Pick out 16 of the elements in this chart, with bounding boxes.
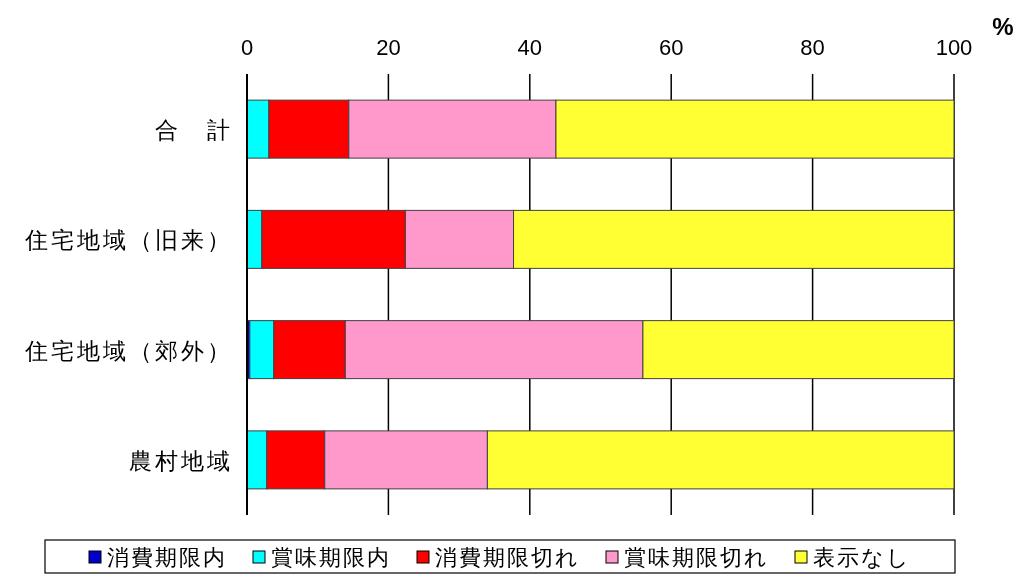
- tick-label: 40: [517, 35, 543, 60]
- tick-label: 100: [935, 35, 973, 60]
- x-axis-title: %: [992, 13, 1014, 40]
- tick-label: 80: [800, 35, 825, 60]
- tick-label: 60: [658, 35, 684, 60]
- tick-label: 0: [240, 35, 254, 60]
- category-label: 合 計: [155, 117, 233, 144]
- tick-label: 20: [376, 35, 401, 60]
- legend-label: 表示なし: [813, 545, 911, 570]
- legend-label: 消費期限切れ: [435, 545, 580, 570]
- category-label: 住宅地域（郊外）: [25, 337, 233, 364]
- legend-label: 消費期限内: [107, 545, 227, 570]
- category-label: 住宅地域（旧来）: [25, 227, 233, 254]
- category-label: 農村地域: [129, 447, 233, 474]
- legend-label: 賞味期限内: [271, 545, 391, 570]
- legend-label: 賞味期限切れ: [624, 545, 769, 570]
